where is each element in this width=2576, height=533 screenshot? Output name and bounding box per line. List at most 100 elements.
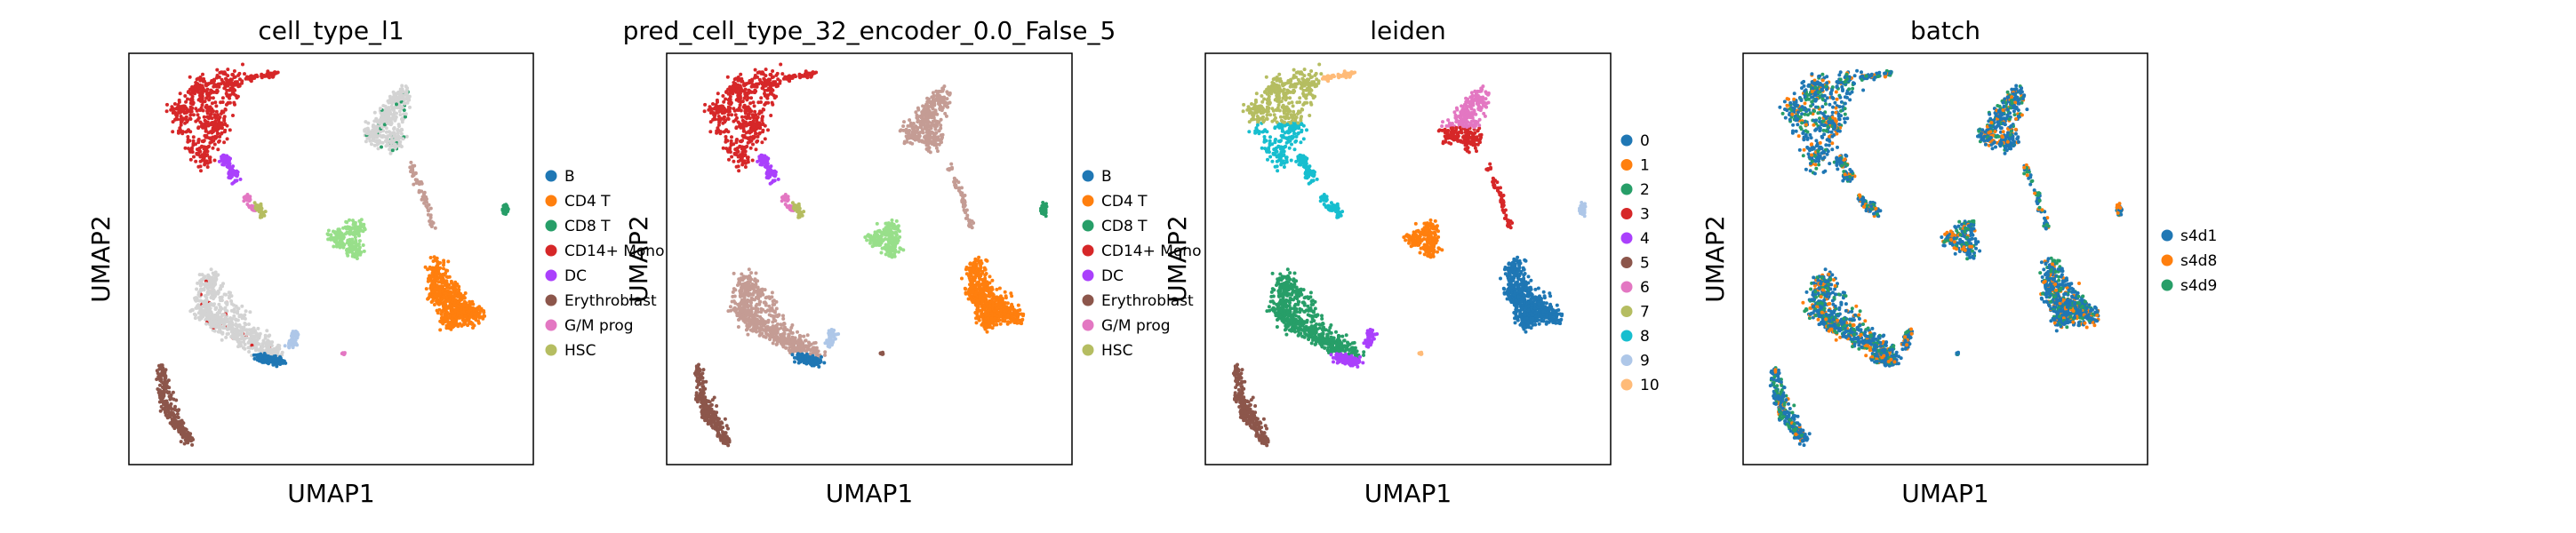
data-point [179,440,183,444]
data-point [220,158,224,163]
data-point [223,128,228,132]
data-point [354,251,358,255]
data-point [226,331,230,336]
data-point [448,303,452,307]
data-point [188,75,192,79]
data-point [945,90,949,94]
data-point [209,267,213,272]
data-point [977,255,981,259]
data-point [196,281,200,285]
data-point [196,292,201,297]
data-point [764,68,768,72]
data-point [392,131,396,135]
data-point [180,119,184,123]
data-point [742,147,747,152]
data-point [460,314,464,318]
data-point [202,115,206,119]
data-point [384,144,388,148]
data-point [207,276,212,281]
data-point [357,239,362,243]
data-point [208,302,212,306]
data-point [219,283,223,288]
data-point [198,159,203,163]
data-point [896,224,900,228]
data-point [220,131,223,136]
data-point [196,118,200,122]
data-point [908,140,913,145]
data-point [210,109,214,114]
data-point [363,227,367,232]
data-point [233,75,237,79]
data-point [433,287,437,291]
data-point [734,147,739,151]
data-point [945,97,949,101]
data-point [190,150,195,155]
data-point [732,159,736,163]
data-point [889,249,893,253]
data-point [877,238,881,243]
data-point [401,137,405,141]
data-point [743,115,748,119]
legend-label: DC [564,267,587,285]
data-point [274,359,278,363]
data-point [400,120,404,124]
data-point [205,161,210,165]
data-point [232,69,236,73]
data-point [771,102,775,107]
data-point [738,103,742,107]
data-point [924,117,928,122]
data-point [451,325,455,330]
data-point [716,91,720,96]
data-point [399,131,404,136]
data-point [403,101,407,106]
data-point [252,75,255,79]
data-point [797,215,802,219]
legend-marker [545,319,557,331]
data-point [397,124,401,129]
data-point [764,93,769,98]
data-point [234,80,238,84]
data-point [212,329,217,333]
data-point [399,127,404,131]
data-point [761,123,765,126]
data-point [476,307,480,312]
data-point [766,128,770,132]
data-point [189,97,194,101]
data-point [436,311,440,315]
data-point [202,76,206,81]
data-point [378,121,382,125]
data-point [195,151,199,155]
data-point [737,87,740,91]
data-point [907,131,911,135]
data-point [995,322,999,327]
data-point [397,141,402,146]
data-point [953,179,957,183]
data-point [175,106,180,110]
data-point [876,229,880,234]
data-point [205,165,210,169]
data-point [198,283,203,288]
data-point [751,90,756,94]
data-point [292,339,296,344]
data-point [230,181,235,186]
data-point [178,130,182,134]
data-point [424,197,428,201]
data-point [442,260,446,265]
data-point [707,107,711,112]
data-point [761,128,765,132]
data-point [768,91,772,96]
data-point [471,326,475,330]
data-point [242,338,246,341]
data-point [916,138,920,142]
data-point [212,272,217,276]
data-point [265,344,269,348]
legend-label: CD4 T [564,193,611,211]
data-point [216,273,220,277]
data-point [341,351,346,355]
data-point [196,139,201,143]
data-point [159,398,164,402]
data-point [208,308,212,313]
data-point [440,315,444,320]
data-point [453,298,458,302]
data-point [716,130,720,134]
